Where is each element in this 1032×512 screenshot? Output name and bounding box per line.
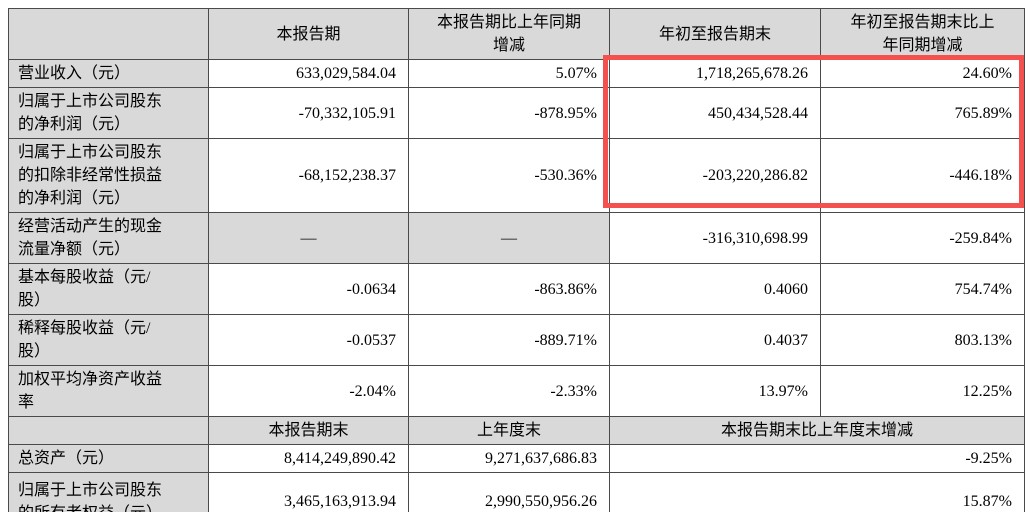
table-row-net-profit: 归属于上市公司股东 的净利润（元） -70,332,105.91 -878.95… xyxy=(8,87,1025,139)
cell-value: 13.97% xyxy=(609,365,821,417)
table-row-basic-eps: 基本每股收益（元/ 股） -0.0634 -863.86% 0.4060 754… xyxy=(8,263,1025,315)
row-label: 总资产（元） xyxy=(8,444,209,473)
cell-dash: — xyxy=(208,212,409,264)
cell-value: 0.4060 xyxy=(609,263,821,315)
cell-value: -530.36% xyxy=(408,138,610,213)
cell-value: -2.33% xyxy=(408,365,610,417)
table-row-operating-cash-flow: 经营活动产生的现金 流量净额（元） — — -316,310,698.99 -2… xyxy=(8,212,1025,264)
cell-dash: — xyxy=(408,212,610,264)
row-label: 归属于上市公司股东 的净利润（元） xyxy=(8,87,209,139)
cell-value: -70,332,105.91 xyxy=(208,87,409,139)
cell-value: 5.07% xyxy=(408,59,610,88)
cell-value: -446.18% xyxy=(820,138,1025,213)
header-prior-year-end: 上年度末 xyxy=(408,416,610,445)
table-row-revenue: 营业收入（元） 633,029,584.04 5.07% 1,718,265,6… xyxy=(8,59,1025,88)
cell-value: -259.84% xyxy=(820,212,1025,264)
cell-value: -863.86% xyxy=(408,263,610,315)
cell-value: -0.0537 xyxy=(208,314,409,366)
cell-value: 450,434,528.44 xyxy=(609,87,821,139)
row-label: 经营活动产生的现金 流量净额（元） xyxy=(8,212,209,264)
cell-value: -203,220,286.82 xyxy=(609,138,821,213)
cell-value: 9,271,637,686.83 xyxy=(408,444,610,473)
cell-value: 12.25% xyxy=(820,365,1025,417)
cell-value: 803.13% xyxy=(820,314,1025,366)
header-current-period: 本报告期 xyxy=(208,8,409,60)
cell-value: 8,414,249,890.42 xyxy=(208,444,409,473)
table-row-owners-equity: 归属于上市公司股东 的所有者权益（元） 3,465,163,913.94 2,9… xyxy=(8,472,1025,512)
header-row-period: 本报告期 本报告期比上年同期 增减 年初至报告期末 年初至报告期末比上 年同期增… xyxy=(8,8,1025,60)
financial-summary-table: 本报告期 本报告期比上年同期 增减 年初至报告期末 年初至报告期末比上 年同期增… xyxy=(8,8,1025,512)
cell-value: 3,465,163,913.94 xyxy=(208,472,409,512)
table-row-weighted-avg-roe: 加权平均净资产收益 率 -2.04% -2.33% 13.97% 12.25% xyxy=(8,365,1025,417)
cell-value: 0.4037 xyxy=(609,314,821,366)
header-cell-empty xyxy=(8,416,209,445)
cell-value: 633,029,584.04 xyxy=(208,59,409,88)
header-period-end-change: 本报告期末比上年度末增减 xyxy=(609,416,1025,445)
table-row-diluted-eps: 稀释每股收益（元/ 股） -0.0537 -889.71% 0.4037 803… xyxy=(8,314,1025,366)
cell-value: -878.95% xyxy=(408,87,610,139)
row-label: 稀释每股收益（元/ 股） xyxy=(8,314,209,366)
header-yoy-change: 本报告期比上年同期 增减 xyxy=(408,8,610,60)
row-label: 加权平均净资产收益 率 xyxy=(8,365,209,417)
cell-value: 765.89% xyxy=(820,87,1025,139)
header-period-end: 本报告期末 xyxy=(208,416,409,445)
header-cell-empty xyxy=(8,8,209,60)
table-row-total-assets: 总资产（元） 8,414,249,890.42 9,271,637,686.83… xyxy=(8,444,1025,473)
cell-value: -68,152,238.37 xyxy=(208,138,409,213)
row-label: 基本每股收益（元/ 股） xyxy=(8,263,209,315)
header-ytd-yoy-change: 年初至报告期末比上 年同期增减 xyxy=(820,8,1025,60)
cell-value: 1,718,265,678.26 xyxy=(609,59,821,88)
row-label: 归属于上市公司股东 的所有者权益（元） xyxy=(8,472,209,512)
cell-value: -2.04% xyxy=(208,365,409,417)
row-label: 营业收入（元） xyxy=(8,59,209,88)
header-ytd: 年初至报告期末 xyxy=(609,8,821,60)
cell-value: 2,990,550,956.26 xyxy=(408,472,610,512)
cell-value: -0.0634 xyxy=(208,263,409,315)
cell-value: 24.60% xyxy=(820,59,1025,88)
cell-value: 754.74% xyxy=(820,263,1025,315)
cell-value: -889.71% xyxy=(408,314,610,366)
header-row-period-end: 本报告期末 上年度末 本报告期末比上年度末增减 xyxy=(8,416,1025,445)
row-label: 归属于上市公司股东 的扣除非经常性损益 的净利润（元） xyxy=(8,138,209,213)
cell-value: -9.25% xyxy=(609,444,1025,473)
cell-value: 15.87% xyxy=(609,472,1025,512)
cell-value: -316,310,698.99 xyxy=(609,212,821,264)
table-row-net-profit-excl-nonrecurring: 归属于上市公司股东 的扣除非经常性损益 的净利润（元） -68,152,238.… xyxy=(8,138,1025,213)
